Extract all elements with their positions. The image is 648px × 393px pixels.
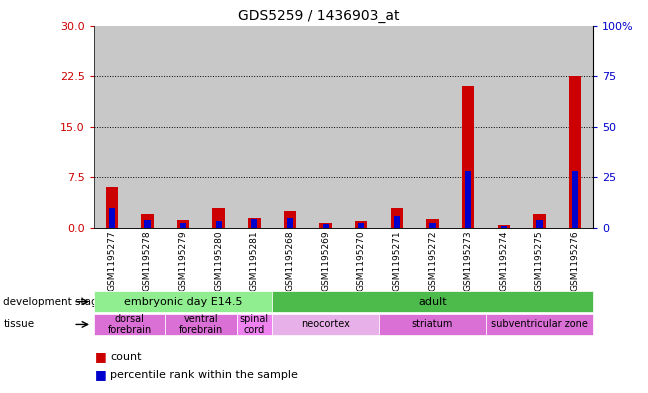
Bar	[248, 218, 260, 228]
Bar	[355, 220, 367, 228]
Bar	[109, 208, 115, 228]
Bar	[533, 215, 546, 228]
Bar	[130, 26, 165, 228]
Text: ■: ■	[95, 350, 107, 364]
Bar	[213, 208, 225, 228]
Bar	[430, 223, 435, 228]
Bar	[106, 187, 118, 228]
Text: count: count	[110, 352, 142, 362]
Bar	[287, 218, 293, 228]
Bar	[501, 226, 507, 228]
Text: neocortex: neocortex	[301, 320, 350, 329]
Bar	[141, 215, 154, 228]
Bar	[415, 26, 450, 228]
Bar	[522, 26, 557, 228]
Bar	[319, 222, 332, 228]
Bar	[486, 26, 522, 228]
Bar	[216, 221, 222, 228]
Bar	[572, 171, 578, 228]
Text: adult: adult	[418, 297, 447, 307]
Bar	[569, 76, 581, 228]
Text: ■: ■	[95, 368, 107, 381]
Bar	[358, 224, 364, 228]
Bar	[284, 211, 296, 228]
Bar	[145, 220, 150, 228]
Bar	[94, 26, 130, 228]
Bar	[426, 219, 439, 228]
Bar	[394, 216, 400, 228]
Bar	[237, 26, 272, 228]
Bar	[180, 223, 186, 228]
Bar	[450, 26, 486, 228]
Text: subventricular zone: subventricular zone	[491, 320, 588, 329]
Bar	[462, 86, 474, 228]
Bar	[177, 220, 189, 228]
Text: development stage: development stage	[3, 297, 104, 307]
Text: spinal
cord: spinal cord	[240, 314, 269, 335]
Title: GDS5259 / 1436903_at: GDS5259 / 1436903_at	[238, 9, 399, 23]
Bar	[308, 26, 343, 228]
Bar	[201, 26, 237, 228]
Bar	[379, 26, 415, 228]
Bar	[323, 224, 329, 228]
Bar	[391, 208, 403, 228]
Bar	[465, 171, 471, 228]
Bar	[498, 225, 510, 228]
Text: striatum: striatum	[412, 320, 453, 329]
Bar	[272, 26, 308, 228]
Text: tissue: tissue	[3, 320, 34, 329]
Bar	[537, 220, 542, 228]
Bar	[343, 26, 379, 228]
Text: embryonic day E14.5: embryonic day E14.5	[124, 297, 242, 307]
Bar	[251, 219, 257, 228]
Bar	[165, 26, 201, 228]
Text: ventral
forebrain: ventral forebrain	[179, 314, 223, 335]
Text: dorsal
forebrain: dorsal forebrain	[108, 314, 152, 335]
Text: percentile rank within the sample: percentile rank within the sample	[110, 369, 298, 380]
Bar	[557, 26, 593, 228]
